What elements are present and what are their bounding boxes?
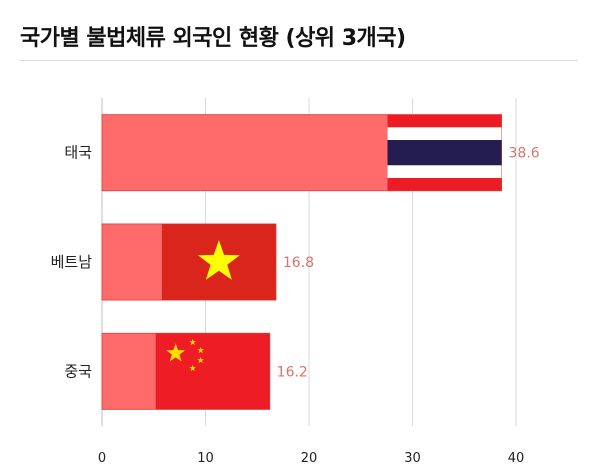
category-label: 태국 [64, 144, 92, 162]
flag-stripe [387, 165, 502, 178]
small-star-icon [189, 338, 196, 346]
flag-field [155, 333, 270, 410]
category-label: 중국 [64, 362, 92, 380]
x-tick-label: 40 [508, 451, 525, 466]
value-label: 16.8 [283, 255, 314, 271]
x-tick-label: 30 [404, 451, 421, 466]
flag-stripe [387, 114, 502, 128]
x-tick-label: 10 [197, 451, 214, 466]
star-icon [166, 343, 186, 362]
x-tick-label: 0 [98, 451, 106, 466]
vietnam-flag-icon [161, 224, 276, 300]
star-icon [197, 240, 240, 280]
bar-group [101, 223, 277, 301]
small-star-icon [189, 364, 196, 372]
small-star-icon [197, 346, 204, 354]
flag-stripe [387, 140, 502, 166]
bar-group [101, 332, 271, 410]
title-divider [20, 60, 578, 61]
bar-group [101, 114, 503, 192]
flag-stripe [387, 178, 502, 191]
x-tick-label: 20 [301, 451, 318, 466]
small-star-icon [197, 356, 204, 364]
chart-title: 국가별 불법체류 외국인 현황 (상위 3개국) [20, 26, 406, 51]
thailand-flag-icon [387, 114, 502, 191]
china-flag-icon [155, 333, 270, 410]
flag-stripe [387, 127, 502, 140]
category-label: 베트남 [51, 253, 93, 271]
value-label: 38.6 [509, 146, 540, 162]
value-label: 16.2 [277, 364, 308, 380]
